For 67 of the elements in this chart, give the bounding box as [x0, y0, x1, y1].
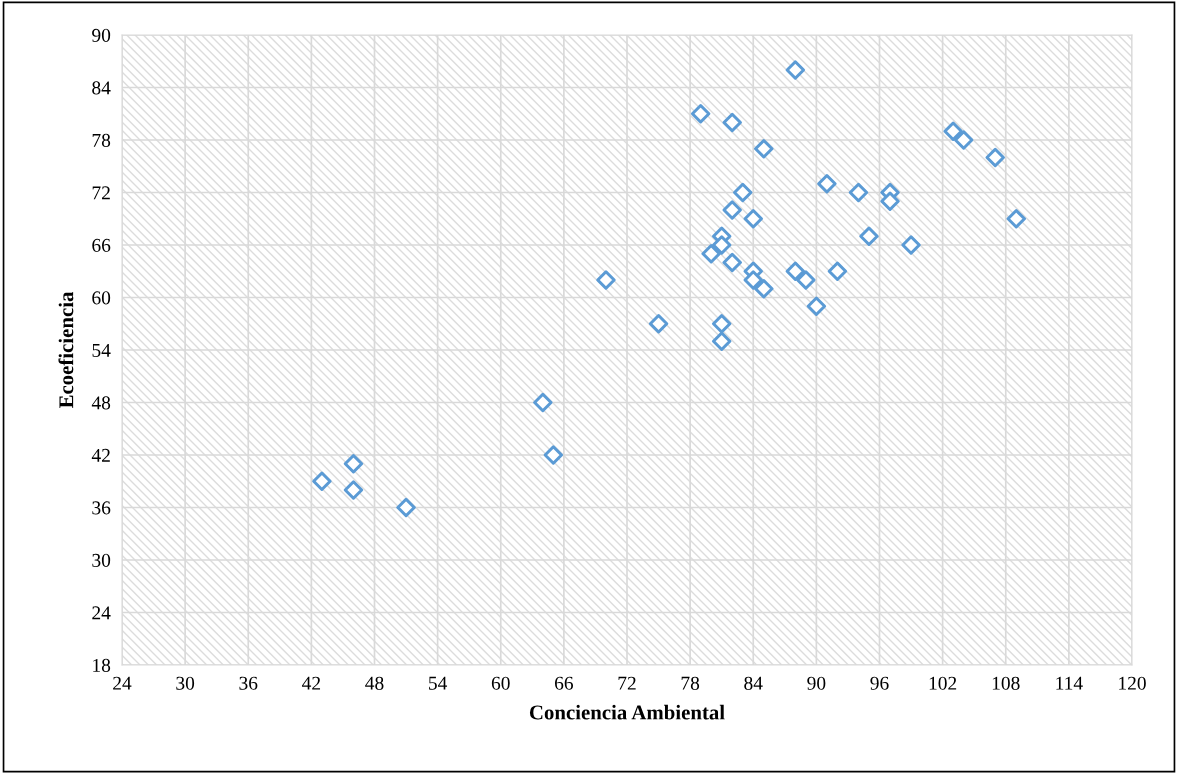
x-tick-label: 66 — [554, 676, 574, 690]
point — [859, 226, 879, 246]
y-tick-label: 36 — [92, 501, 111, 515]
point — [648, 314, 669, 334]
point — [827, 261, 848, 281]
point — [754, 279, 774, 299]
point — [848, 182, 869, 203]
point — [1006, 209, 1027, 229]
y-tick-label: 60 — [92, 291, 111, 305]
point — [711, 314, 732, 334]
x-tick-label: 120 — [1119, 676, 1146, 690]
point — [901, 235, 921, 255]
point — [343, 480, 364, 500]
y-tick-label: 66 — [92, 238, 111, 252]
point — [743, 270, 763, 290]
x-tick-label: 48 — [365, 676, 384, 690]
point — [785, 60, 806, 80]
point — [596, 270, 616, 290]
point — [690, 104, 711, 124]
y-tick-label: 48 — [91, 396, 111, 410]
point — [722, 252, 742, 273]
x-tick-label: 60 — [491, 676, 510, 690]
point — [985, 147, 1005, 168]
y-axis-title: Ecoeficiencia — [58, 291, 74, 409]
x-tick-label: 96 — [870, 676, 889, 690]
point — [785, 261, 806, 281]
point — [533, 392, 553, 413]
x-tick-label: 24 — [113, 676, 132, 690]
point — [711, 331, 732, 351]
x-tick-label: 102 — [929, 676, 957, 690]
point — [754, 139, 774, 159]
point — [312, 471, 332, 491]
point — [343, 454, 364, 474]
x-tick-label: 114 — [1056, 676, 1083, 690]
x-tick-label: 78 — [681, 676, 700, 690]
x-tick-label: 36 — [239, 676, 258, 690]
point — [701, 244, 721, 264]
y-tick-label: 18 — [93, 658, 111, 672]
point — [796, 270, 816, 290]
point — [543, 445, 564, 465]
y-tick-label: 90 — [92, 28, 111, 42]
point — [817, 174, 837, 194]
x-tick-label: 42 — [302, 676, 321, 690]
point — [711, 235, 732, 255]
y-tick-label: 30 — [92, 553, 111, 567]
x-tick-label: 84 — [744, 676, 763, 690]
y-tick-label: 54 — [92, 343, 111, 357]
point — [943, 121, 963, 141]
x-tick-label: 108 — [992, 676, 1020, 690]
y-tick-label: 42 — [91, 448, 110, 462]
point — [396, 497, 416, 518]
x-tick-label: 54 — [429, 676, 448, 690]
y-tick-label: 72 — [92, 186, 110, 200]
point — [953, 130, 974, 150]
point — [743, 209, 763, 229]
y-tick-label: 84 — [92, 81, 111, 95]
point — [806, 296, 827, 316]
point — [880, 191, 900, 211]
x-tick-label: 90 — [807, 676, 826, 690]
x-tick-label: 30 — [176, 676, 195, 690]
point — [722, 112, 742, 133]
x-tick-label: 72 — [618, 676, 636, 690]
y-tick-label: 78 — [92, 133, 111, 147]
x-axis-title: Conciencia Ambiental — [529, 704, 725, 720]
point — [722, 200, 742, 220]
point — [732, 182, 753, 203]
y-tick-label: 24 — [92, 606, 111, 620]
